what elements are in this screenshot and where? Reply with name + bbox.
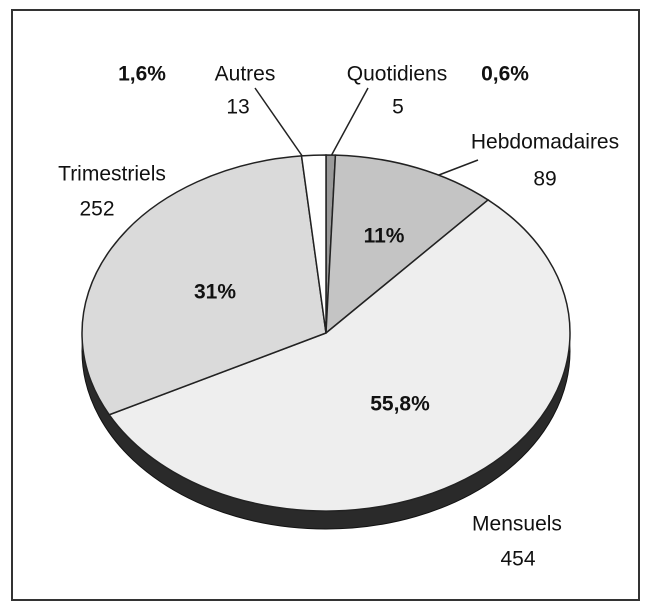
slice-name: Hebdomadaires (471, 131, 619, 154)
slice-name: Quotidiens (347, 63, 447, 86)
pie-slice (81, 155, 327, 416)
slice-percent: 55,8% (370, 393, 430, 416)
slice-percent: 0,6% (481, 63, 529, 86)
pie-slice (325, 154, 490, 335)
leader-line (329, 87, 369, 159)
leader-line (254, 87, 306, 161)
slice-value: 13 (226, 96, 249, 119)
slice-percent: 1,6% (118, 63, 166, 86)
slice-value: 252 (79, 198, 114, 221)
pie-slice (108, 199, 571, 512)
slice-percent: 11% (364, 225, 405, 248)
slice-percent: 31% (194, 281, 236, 304)
slice-name: Autres (215, 63, 276, 86)
slice-name: Mensuels (472, 513, 562, 536)
pie-slice (300, 154, 327, 334)
slice-value: 454 (500, 548, 535, 571)
slice-name: Trimestriels (58, 163, 166, 186)
slice-value: 89 (533, 168, 556, 191)
slice-value: 5 (392, 96, 404, 119)
